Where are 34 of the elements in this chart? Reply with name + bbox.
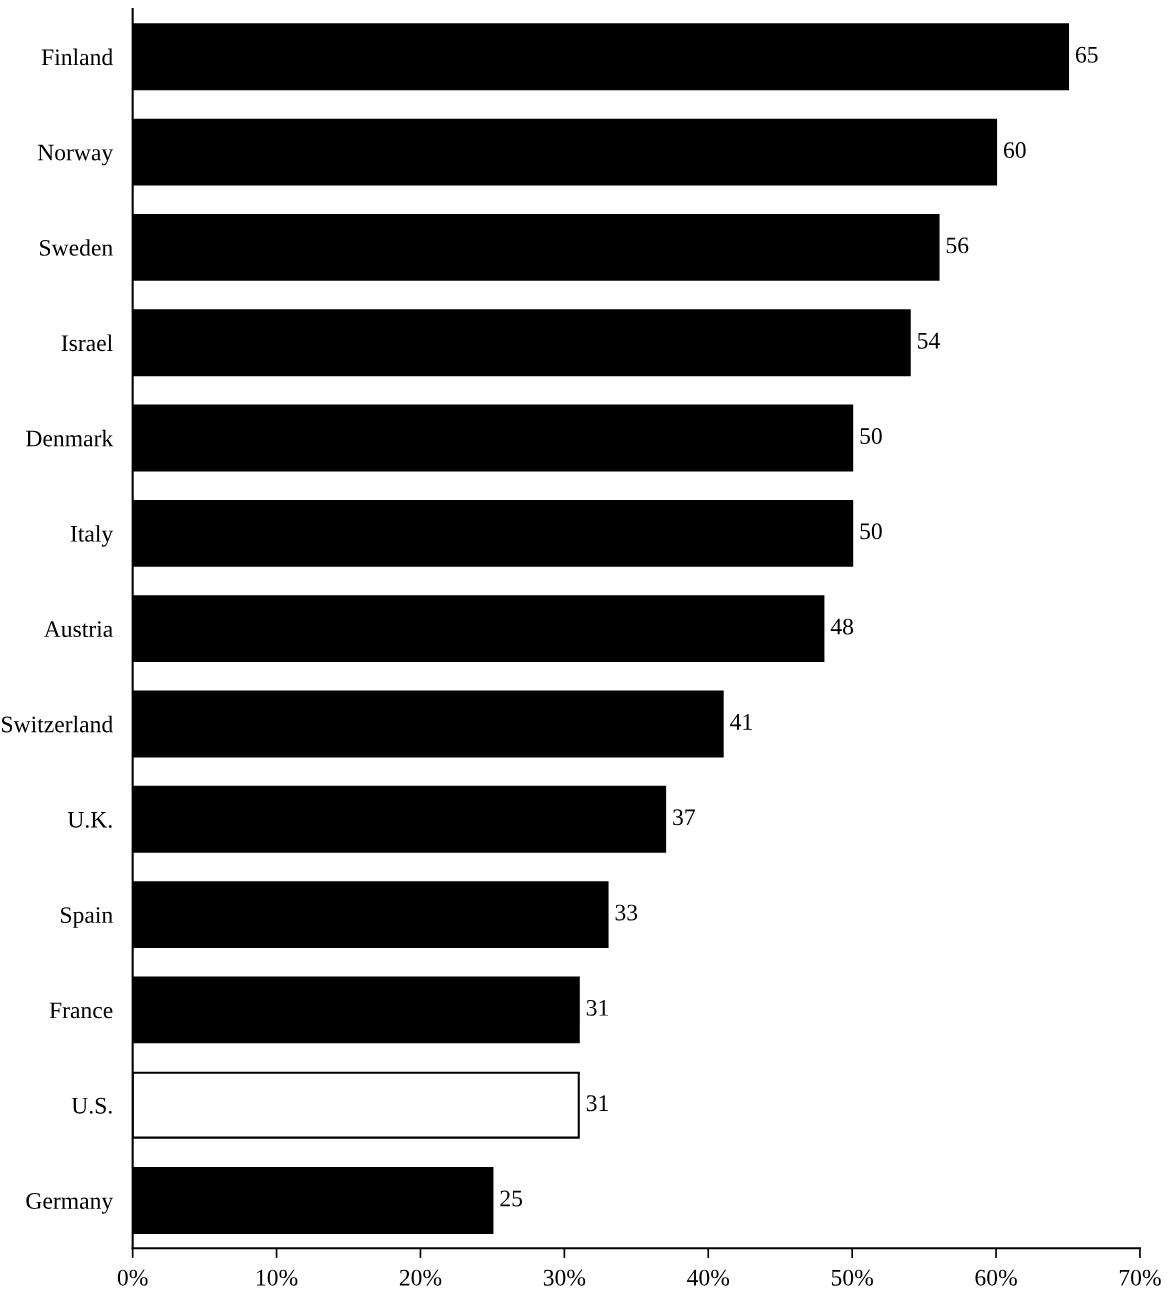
y-tick-label: France: [49, 1002, 113, 1019]
x-tick-label: 70%: [1119, 1269, 1161, 1286]
data-label: 25: [500, 1190, 523, 1207]
data-label: 48: [830, 618, 854, 635]
x-tick-label: 40%: [687, 1269, 730, 1286]
x-tick-label: 20%: [399, 1269, 442, 1286]
x-tick-label: 60%: [975, 1269, 1017, 1286]
y-tick-label: Germany: [26, 1193, 114, 1214]
x-tick-label: 0%: [117, 1269, 148, 1286]
x-tick-label: 10%: [257, 1269, 298, 1286]
y-tick-label: Israel: [61, 334, 113, 352]
data-label: 37: [673, 809, 695, 826]
y-tick-label: U.S.: [71, 1097, 112, 1114]
y-tick-label: Sweden: [40, 239, 113, 256]
data-label: 56: [946, 237, 969, 254]
y-tick-label: Denmark: [26, 429, 114, 447]
data-label: 50: [860, 428, 882, 444]
data-label: 60: [1004, 142, 1026, 159]
data-label: 41: [730, 714, 752, 730]
data-label: 65: [1075, 46, 1098, 63]
data-label: 33: [615, 904, 638, 921]
y-tick-label: Italy: [70, 525, 114, 547]
x-tick-label: 30%: [543, 1269, 586, 1286]
data-label: 54: [918, 332, 940, 349]
y-tick-label: Austria: [43, 621, 113, 638]
data-label: 31: [586, 999, 608, 1016]
y-tick-label: Finland: [41, 48, 113, 66]
data-label: 50: [860, 523, 882, 540]
y-tick-label: U.K.: [67, 812, 112, 828]
y-tick-label: Spain: [61, 907, 113, 928]
x-tick-label: 50%: [831, 1269, 873, 1286]
y-tick-label: Norway: [37, 144, 114, 166]
data-label: 31: [586, 1095, 608, 1112]
y-tick-label: Switzerland: [2, 715, 113, 733]
